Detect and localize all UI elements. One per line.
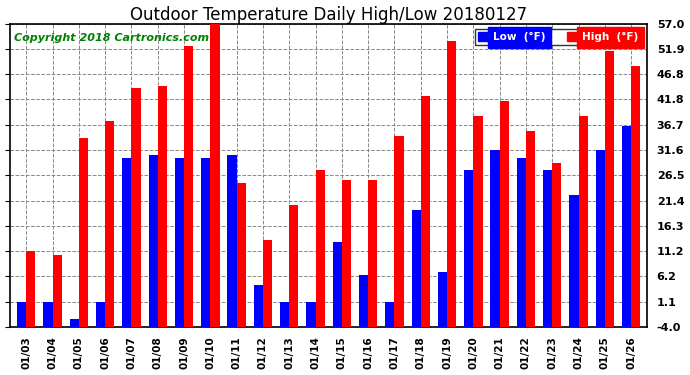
Bar	[464, 170, 473, 327]
Bar	[52, 255, 61, 327]
Bar	[411, 210, 421, 327]
Bar	[500, 101, 509, 327]
Bar	[579, 116, 588, 327]
Bar	[289, 205, 299, 327]
Bar	[175, 158, 184, 327]
Bar	[43, 302, 52, 327]
Bar	[605, 51, 614, 327]
Bar	[526, 130, 535, 327]
Bar	[569, 195, 579, 327]
Bar	[263, 240, 272, 327]
Bar	[447, 41, 456, 327]
Bar	[333, 242, 342, 327]
Text: Copyright 2018 Cartronics.com: Copyright 2018 Cartronics.com	[14, 33, 208, 43]
Bar	[254, 285, 263, 327]
Bar	[543, 170, 552, 327]
Bar	[148, 155, 158, 327]
Bar	[184, 46, 193, 327]
Bar	[438, 272, 447, 327]
Legend: Low  (°F), High  (°F): Low (°F), High (°F)	[475, 29, 642, 45]
Bar	[131, 88, 141, 327]
Bar	[70, 320, 79, 327]
Bar	[122, 158, 131, 327]
Bar	[359, 274, 368, 327]
Bar	[228, 155, 237, 327]
Bar	[622, 126, 631, 327]
Bar	[395, 135, 404, 327]
Bar	[552, 163, 562, 327]
Bar	[421, 96, 430, 327]
Bar	[79, 138, 88, 327]
Bar	[201, 158, 210, 327]
Title: Outdoor Temperature Daily High/Low 20180127: Outdoor Temperature Daily High/Low 20180…	[130, 6, 527, 24]
Bar	[491, 150, 500, 327]
Bar	[105, 121, 115, 327]
Bar	[473, 116, 482, 327]
Bar	[306, 302, 315, 327]
Bar	[280, 302, 289, 327]
Bar	[595, 150, 605, 327]
Bar	[631, 66, 640, 327]
Bar	[210, 24, 219, 327]
Bar	[26, 251, 35, 327]
Bar	[368, 180, 377, 327]
Bar	[237, 183, 246, 327]
Bar	[517, 158, 526, 327]
Bar	[385, 302, 395, 327]
Bar	[315, 170, 325, 327]
Bar	[17, 302, 26, 327]
Bar	[96, 302, 105, 327]
Bar	[342, 180, 351, 327]
Bar	[158, 86, 167, 327]
